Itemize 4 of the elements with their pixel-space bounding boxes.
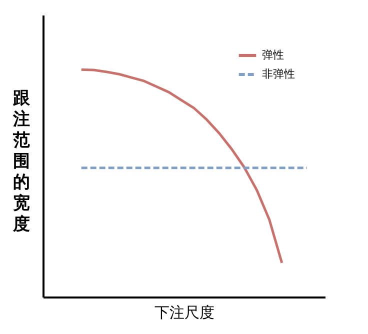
x-axis-title: 下注尺度 <box>154 304 214 322</box>
y-axis-title: 跟注范围的宽度 <box>12 88 31 234</box>
legend-label: 弹性 <box>262 48 284 62</box>
legend-label: 非弹性 <box>262 68 295 80</box>
